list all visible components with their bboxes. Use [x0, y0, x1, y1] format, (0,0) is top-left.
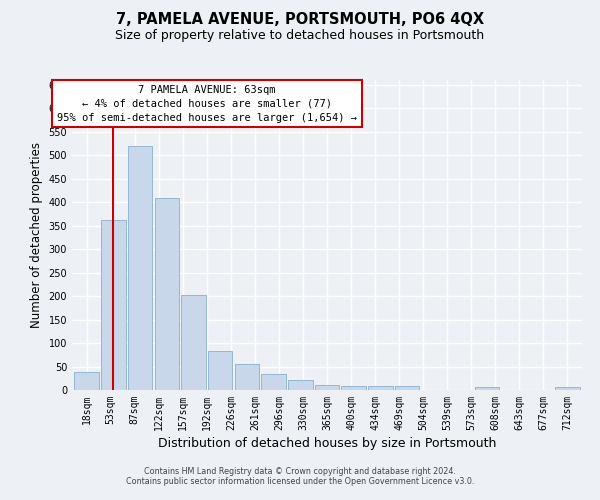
Text: Contains public sector information licensed under the Open Government Licence v3: Contains public sector information licen…: [126, 477, 474, 486]
Text: Contains HM Land Registry data © Crown copyright and database right 2024.: Contains HM Land Registry data © Crown c…: [144, 467, 456, 476]
Text: 7 PAMELA AVENUE: 63sqm
← 4% of detached houses are smaller (77)
95% of semi-deta: 7 PAMELA AVENUE: 63sqm ← 4% of detached …: [57, 84, 357, 122]
X-axis label: Distribution of detached houses by size in Portsmouth: Distribution of detached houses by size …: [158, 437, 496, 450]
Bar: [235, 364, 259, 390]
Bar: [288, 380, 313, 390]
Bar: [208, 351, 232, 390]
Bar: [315, 385, 339, 390]
Bar: [155, 198, 179, 390]
Text: Size of property relative to detached houses in Portsmouth: Size of property relative to detached ho…: [115, 29, 485, 42]
Bar: [262, 374, 286, 390]
Text: 7, PAMELA AVENUE, PORTSMOUTH, PO6 4QX: 7, PAMELA AVENUE, PORTSMOUTH, PO6 4QX: [116, 12, 484, 28]
Bar: [395, 386, 419, 390]
Bar: [101, 220, 125, 390]
Bar: [128, 146, 152, 390]
Bar: [368, 386, 392, 390]
Bar: [341, 386, 366, 390]
Y-axis label: Number of detached properties: Number of detached properties: [30, 142, 43, 328]
Bar: [74, 372, 99, 390]
Bar: [555, 387, 580, 390]
Bar: [475, 387, 499, 390]
Bar: [181, 295, 206, 390]
